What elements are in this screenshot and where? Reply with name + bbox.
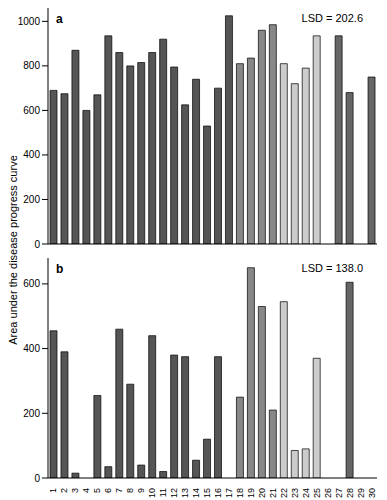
svg-text:200: 200 [23, 194, 40, 205]
svg-text:6: 6 [103, 488, 113, 493]
svg-text:600: 600 [23, 105, 40, 116]
svg-text:0: 0 [34, 473, 40, 484]
svg-text:4: 4 [81, 488, 91, 493]
svg-text:20: 20 [257, 488, 267, 498]
svg-text:30: 30 [367, 488, 377, 498]
svg-text:14: 14 [191, 488, 201, 498]
svg-text:26: 26 [323, 488, 333, 498]
svg-text:11: 11 [158, 488, 168, 497]
svg-text:400: 400 [23, 149, 40, 160]
html-text:b: b [56, 262, 64, 276]
html-text:a: a [56, 12, 63, 26]
svg-text:23: 23 [290, 488, 300, 498]
svg-text:13: 13 [180, 488, 190, 498]
svg-text:22: 22 [279, 488, 289, 498]
svg-text:9: 9 [136, 488, 146, 493]
svg-text:12: 12 [169, 488, 179, 498]
svg-text:18: 18 [235, 488, 245, 498]
svg-text:2: 2 [59, 488, 69, 493]
svg-text:8: 8 [125, 488, 135, 493]
svg-text:29: 29 [356, 488, 366, 498]
svg-text:19: 19 [246, 488, 256, 498]
svg-text:27: 27 [334, 488, 344, 498]
html-text:Area under the disease progres: Area under the disease progress curve [7, 155, 19, 345]
svg-text:0: 0 [34, 239, 40, 250]
svg-text:3: 3 [70, 488, 80, 493]
svg-text:17: 17 [224, 488, 234, 498]
html-text:LSD = 138.0: LSD = 138.0 [301, 262, 363, 274]
svg-text:1000: 1000 [18, 16, 41, 27]
svg-text:800: 800 [23, 60, 40, 71]
svg-text:200: 200 [23, 408, 40, 419]
svg-text:5: 5 [92, 488, 102, 493]
svg-text:28: 28 [345, 488, 355, 498]
svg-text:1: 1 [48, 488, 58, 493]
html-text:LSD = 202.6: LSD = 202.6 [301, 12, 363, 24]
svg-text:10: 10 [147, 488, 157, 498]
svg-text:16: 16 [213, 488, 223, 498]
svg-text:400: 400 [23, 343, 40, 354]
svg-text:7: 7 [114, 488, 124, 493]
svg-text:24: 24 [301, 488, 311, 498]
svg-text:15: 15 [202, 488, 212, 498]
svg-text:21: 21 [268, 488, 278, 498]
svg-text:600: 600 [23, 278, 40, 289]
svg-text:25: 25 [312, 488, 322, 498]
